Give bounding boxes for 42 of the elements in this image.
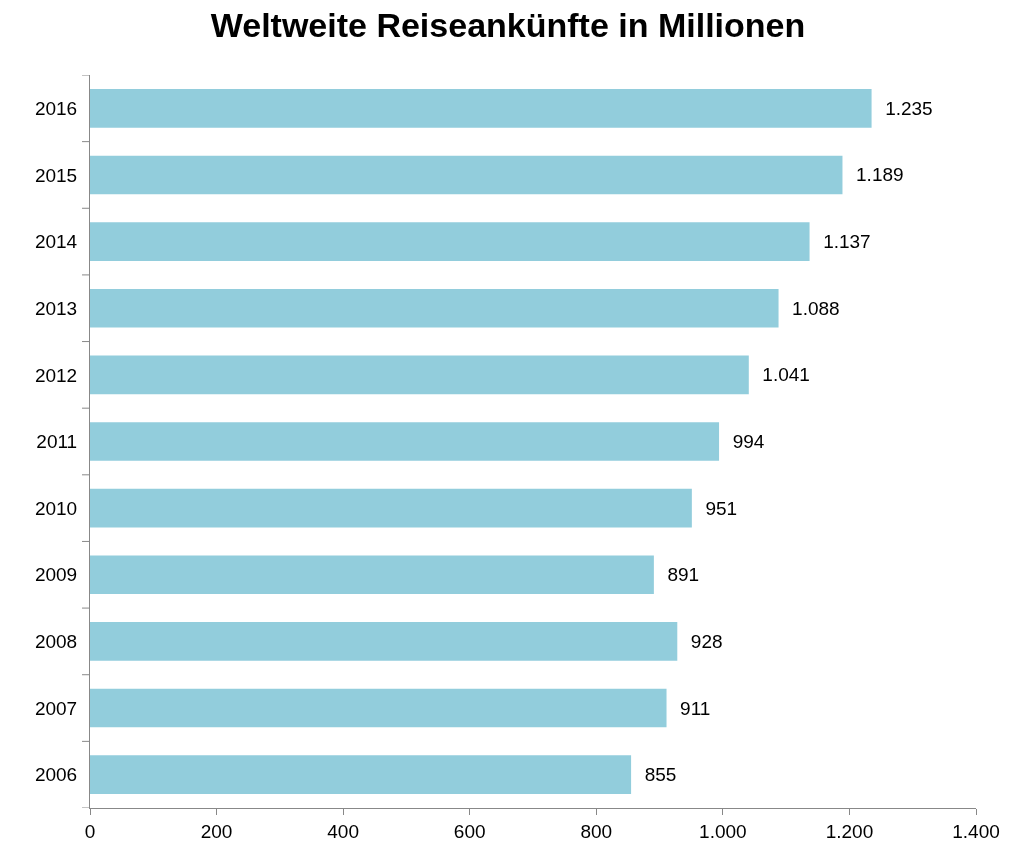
y-tick-label: 2007 [34,697,78,719]
bar [90,488,692,528]
data-label: 855 [634,764,677,786]
bar [90,222,810,261]
bar [90,288,779,328]
bar [90,622,678,661]
x-tick-label: 600 [453,820,486,842]
x-tick-label: 400 [327,820,359,842]
y-tick-label: 2016 [34,97,78,119]
bar [90,555,654,595]
chart-title: Weltweite Reiseankünfte in Millionen [210,5,806,44]
data-label: 928 [680,630,723,652]
y-tick-label: 2012 [34,364,78,386]
y-tick-label: 2013 [34,297,78,319]
y-tick-label: 2010 [34,497,78,519]
data-label: 994 [722,431,765,452]
x-tick-label: 200 [200,820,233,842]
x-tick-label: 0 [84,820,96,842]
bar [90,688,667,728]
bar [90,755,632,795]
y-tick-label: 2006 [34,764,78,786]
data-label: 1.041 [751,364,810,386]
y-tick-label: 2011 [36,431,78,453]
y-tick-label: 2009 [34,564,78,586]
data-label: 951 [694,497,738,519]
data-label: 1.189 [845,164,904,186]
bar [90,355,749,395]
data-label: 1.088 [781,297,840,319]
data-label: 911 [669,697,711,719]
x-tick-label: 1.200 [825,820,874,842]
x-tick-label: 1.000 [699,820,747,842]
x-tick-label: 800 [580,820,613,842]
bar [90,155,843,195]
bar [90,88,872,128]
y-tick-label: 2014 [34,231,78,253]
data-label: 1.137 [812,231,871,253]
data-label: 891 [656,564,700,586]
data-label: 1.235 [874,97,933,119]
bar [90,422,720,461]
y-tick-label: 2008 [34,631,78,653]
x-tick-label: 1.400 [952,820,1000,842]
y-tick-label: 2015 [34,164,78,186]
